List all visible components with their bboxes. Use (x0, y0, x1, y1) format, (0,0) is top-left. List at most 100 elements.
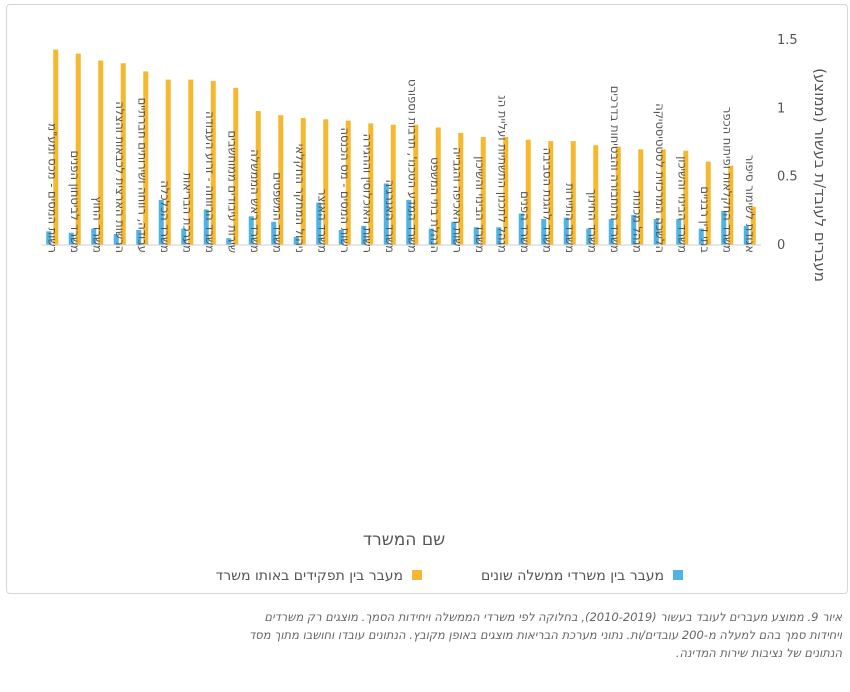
bar-between-offices-21 (518, 213, 524, 245)
y-tick-label: 1.5 (777, 33, 798, 48)
x-axis-category-labels: רשות המסים - מכס ומע"מ משרד לביטחון הפנים… (45, 79, 757, 253)
bar-same-office-30 (728, 165, 734, 245)
bar-same-office-13 (345, 120, 351, 245)
category-label-17: הנהלת בתי המשפט (428, 157, 442, 253)
category-label-14: רשות האוכלוסין וההגירה (360, 134, 374, 253)
bar-between-offices-8 (226, 238, 232, 245)
category-label-1: משרד לביטחון הפנים (68, 150, 82, 253)
bar-between-offices-28 (676, 219, 682, 245)
bar-between-offices-1 (68, 232, 74, 245)
bar-between-offices-27 (653, 219, 659, 245)
category-label-26: מנהל מכונות (630, 191, 644, 253)
bar-same-office-14 (368, 123, 374, 245)
bar-between-offices-30 (721, 210, 727, 245)
category-label-15: משרד האנרגיה (383, 179, 397, 253)
category-label-23: משרד התיירות (563, 183, 577, 253)
bar-between-offices-4 (136, 229, 142, 245)
bar-same-office-1 (75, 53, 81, 245)
bar-same-office-31 (750, 206, 756, 245)
bar-between-offices-14 (361, 225, 367, 245)
bar-same-office-3 (120, 63, 126, 245)
bar-same-office-0 (53, 49, 59, 245)
figure-caption: איור 9. ממוצע מעברים לעובד בעשור (2010-2… (12, 608, 842, 662)
category-label-3: הרשות הארצית לכבאות והצלה (113, 101, 127, 253)
bar-between-offices-22 (541, 219, 547, 245)
y-tick-label: 0.5 (777, 170, 798, 185)
legend-swatch-0 (412, 570, 422, 580)
chart-card: 1.5 1 0.5 0 רשות המסים - מכס ומע"מ משרד לביט… (6, 4, 848, 594)
bar-same-office-17 (435, 127, 441, 245)
bar-between-offices-12 (316, 202, 322, 245)
x-axis-title: שם המשרד (363, 530, 445, 550)
bar-same-office-19 (480, 137, 486, 245)
bar-same-office-28 (683, 150, 689, 245)
bar-between-offices-11 (293, 236, 299, 245)
bar-same-office-2 (98, 60, 104, 245)
bar-same-office-22 (548, 141, 554, 245)
category-label-21: משרד הפנים (518, 191, 532, 253)
bar-between-offices-23 (563, 217, 569, 245)
bar-between-offices-13 (338, 229, 344, 245)
bar-same-office-12 (323, 119, 329, 245)
bar-between-offices-24 (586, 228, 592, 245)
bar-same-office-29 (705, 161, 711, 245)
bar-same-office-26 (638, 149, 644, 245)
bar-same-office-5 (165, 79, 171, 245)
series-same-office-bars (53, 49, 756, 246)
bar-same-office-11 (300, 117, 306, 245)
bar-between-offices-5 (158, 199, 164, 245)
category-label-16: משרד המדע הטכנו', תרבות וספורט (405, 79, 419, 253)
category-label-19: משרד הבינוי והשיכון (473, 156, 487, 253)
bar-same-office-7 (210, 81, 216, 245)
bar-between-offices-9 (248, 216, 254, 245)
bar-between-offices-17 (428, 228, 434, 245)
bar-between-offices-19 (473, 227, 479, 245)
bar-chart: 1.5 1 0.5 0 רשות המסים - מכס ומע"מ משרד לביט… (41, 33, 829, 584)
bar-between-offices-10 (271, 221, 277, 245)
bar-same-office-8 (233, 87, 239, 245)
category-label-6: מערכת הבריאות (180, 173, 194, 253)
y-axis-title: מעברים לעובד/ת בעשור (ממוצע) (811, 68, 829, 282)
bar-between-offices-6 (181, 228, 187, 245)
y-tick-label: 1 (777, 101, 785, 116)
bar-between-offices-31 (743, 225, 749, 245)
category-label-18: רשות האכיפה והגבייה (450, 147, 464, 253)
category-label-31: אגודת לשימור סיפור (743, 155, 757, 253)
bar-same-office-15 (390, 124, 396, 245)
category-label-0: רשות המסים - מכס ומע"מ (45, 123, 59, 253)
legend-swatch-1 (673, 570, 683, 580)
bar-between-offices-20 (496, 227, 502, 245)
category-label-25: משרד התחבורה והבטיחות בדרכים (608, 86, 622, 253)
category-label-22: משרד להגנת הסביבה (540, 148, 554, 253)
category-label-5: משרד הכלכלה (158, 180, 172, 253)
bar-same-office-6 (188, 79, 194, 245)
category-label-4: עבודה, רווחה ושירותים חברתיים (135, 98, 149, 253)
bar-same-office-20 (503, 137, 509, 245)
category-label-28: משרד הבינוי והשיכון (675, 156, 689, 253)
series-between-offices-bars (46, 183, 749, 245)
category-label-12: משרד האוצר (315, 189, 329, 253)
bar-same-office-18 (458, 132, 464, 245)
bar-same-office-16 (413, 124, 419, 245)
category-label-27: הלשכה המרכזית לסטטיסטיקה (653, 103, 667, 253)
category-label-8: שירות עיבודים ממוחשבים (225, 130, 239, 253)
bar-between-offices-26 (631, 214, 637, 245)
bar-between-offices-7 (203, 209, 209, 245)
bar-same-office-4 (143, 71, 149, 245)
bar-between-offices-15 (383, 183, 389, 245)
category-label-20: מנהל לתכנון התשתיות ועליית הנ (495, 95, 509, 253)
bar-between-offices-16 (406, 199, 412, 245)
caption-line-1: איור 9. ממוצע מעברים לעובד בעשור (2010-2… (264, 610, 842, 624)
category-label-24: משרד החינוך (585, 189, 599, 253)
bar-between-offices-29 (698, 228, 704, 245)
category-label-7: משרד הרווחה - זרוע העבודה (203, 111, 217, 253)
caption-line-2: ויחידות סמך בהם למעלה מ-200 עובדים/ות. נ… (249, 628, 842, 642)
bar-same-office-21 (525, 139, 531, 245)
bar-same-office-9 (255, 111, 261, 245)
bar-same-office-27 (660, 149, 666, 245)
category-label-13: רשות המסים - מס הכנסה (338, 127, 352, 253)
category-label-10: משרד המשפטים (270, 172, 284, 253)
category-label-30: משרד החקלאות ופיתוח הכפר (720, 107, 734, 253)
bar-between-offices-3 (113, 234, 119, 245)
category-label-9: משרד ראש הממשלה (248, 149, 262, 253)
